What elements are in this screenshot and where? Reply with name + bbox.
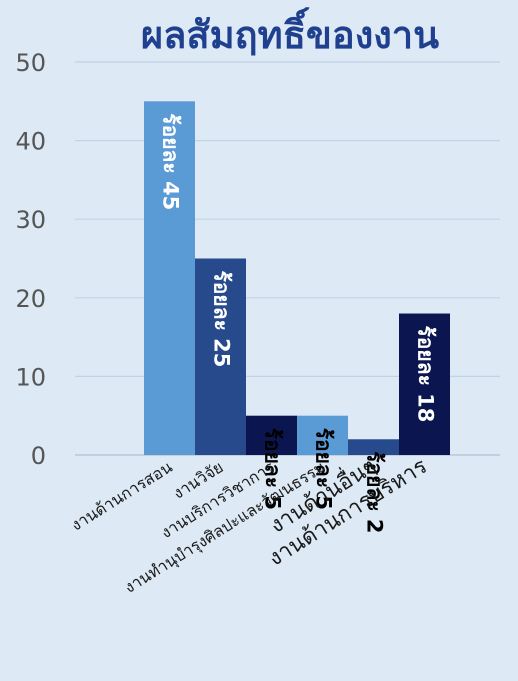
data-label: ร้อยละ 5 <box>312 428 336 510</box>
data-label: ร้อยละ 2 <box>363 451 387 533</box>
bar <box>297 415 348 455</box>
bar <box>246 415 297 455</box>
category-label: งานด้านการสอน <box>67 457 175 534</box>
bar <box>348 439 399 455</box>
bar <box>144 101 195 456</box>
y-tick-label: 10 <box>15 363 46 391</box>
y-tick-label: 20 <box>15 285 46 313</box>
bar <box>399 313 450 455</box>
y-tick-label: 0 <box>31 442 46 470</box>
data-label: ร้อยละ 5 <box>261 428 285 510</box>
data-label: ร้อยละ 18 <box>414 326 438 423</box>
bars <box>144 101 450 456</box>
data-labels: ร้อยละ 45 ร้อยละ 25 ร้อยละ 5 ร้อยละ 5 ร้อยละ… <box>159 113 438 533</box>
bar <box>195 258 246 455</box>
data-label: ร้อยละ 25 <box>210 271 234 368</box>
y-tick-label: 40 <box>15 128 46 156</box>
data-label: ร้อยละ 45 <box>159 113 183 210</box>
y-tick-label: 30 <box>15 206 46 234</box>
y-tick-label: 50 <box>15 49 46 77</box>
chart-title: ผลสัมฤทธิ์ของงาน <box>141 7 439 57</box>
